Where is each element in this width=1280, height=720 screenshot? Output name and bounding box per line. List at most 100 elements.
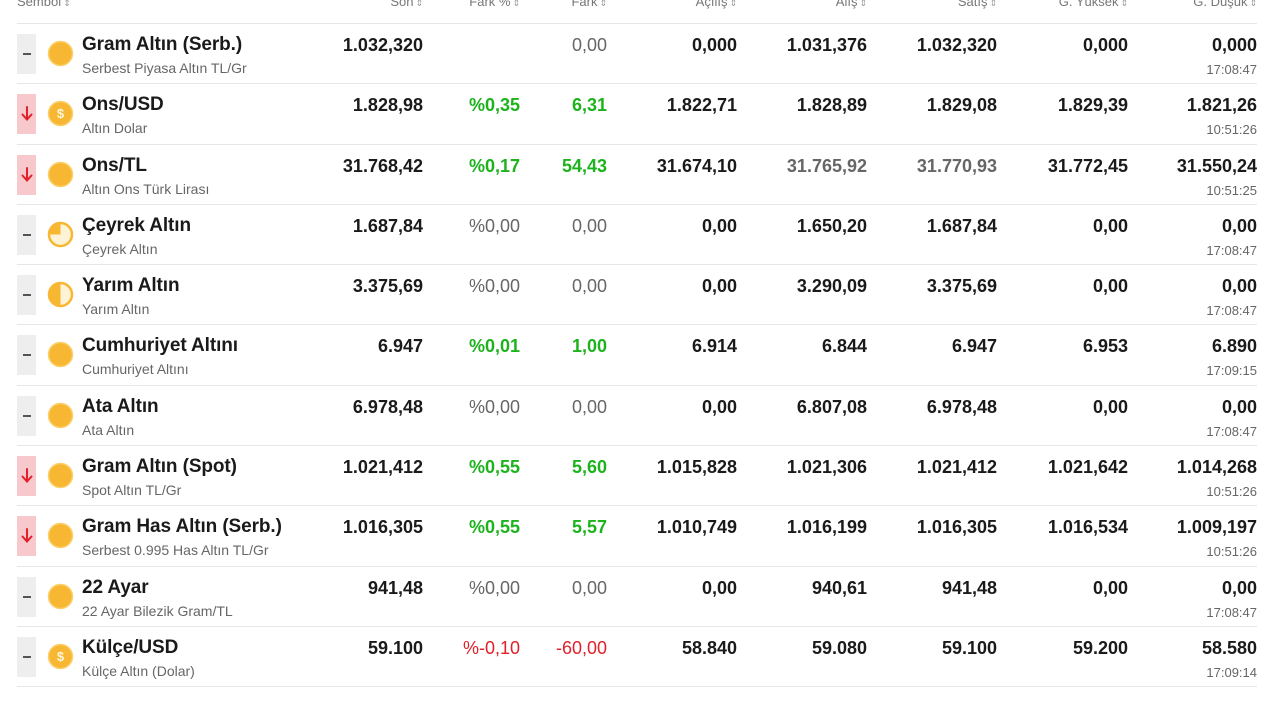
gold-coin-icon [47,281,74,308]
update-time: 17:08:47 [1206,242,1257,258]
ask-price: 59.100 [941,637,997,658]
symbol-name[interactable]: Ons/TL [82,154,147,176]
header-high[interactable]: G. Yüksek ⇕ [1059,0,1128,9]
table-row[interactable]: Gram Altın (Spot) Spot Altın TL/Gr 1.021,4… [17,446,1257,507]
header-change[interactable]: Fark ⇕ [571,0,607,9]
header-change-pct[interactable]: Fark % ⇕ [469,0,520,9]
sort-icon: ⇕ [989,0,997,8]
table-row[interactable]: Gram Has Altın (Serb.) Serbest 0.995 Has … [17,506,1257,567]
day-high: 59.200 [1072,637,1128,658]
day-low: 0,000 [1211,35,1257,55]
symbol-name[interactable]: Gram Altın (Serb.) [82,34,243,55]
trend-down-icon [17,154,36,195]
ask-price: 941,48 [941,577,997,598]
ask-price: 1.032,320 [916,35,997,55]
header-symbol[interactable]: Sembol ⇕ [17,0,71,9]
symbol-name[interactable]: Yarım Altın [82,275,180,297]
gold-coin-icon [47,583,74,610]
trend-flat-icon [17,395,36,436]
sort-icon: ⇕ [1120,0,1128,8]
table-row[interactable]: Ata Altın Ata Altın 6.978,48 %0,00 0,00 0,00 6… [17,386,1257,447]
symbol-description: Spot Altın TL/Gr [82,482,182,499]
table-row[interactable]: $ Külçe/USD Külçe Altın (Dolar) 59.100 %-0,1… [17,627,1257,688]
symbol-name[interactable]: Ata Altın [82,395,159,417]
table-row[interactable]: Çeyrek Altın Çeyrek Altın 1.687,84 %0,00 0,0… [17,205,1257,266]
symbol-name[interactable]: Gram Has Altın (Serb.) [82,516,282,538]
gold-coin-icon [47,522,74,549]
day-low: 0,00 [1221,577,1257,598]
change-value: 5,60 [571,457,607,478]
header-low[interactable]: G. Düşük ⇕ [1193,0,1257,9]
day-low: 6.890 [1211,336,1257,357]
table-row[interactable]: $ Ons/USD Altın Dolar 1.828,98 %0,35 6,31 1.82… [17,84,1257,145]
header-last[interactable]: Son ⇕ [390,0,423,9]
day-low: 58.580 [1201,637,1257,658]
table-row[interactable]: 22 Ayar 22 Ayar Bilezik Gram/TL 941,48 %0,0… [17,567,1257,627]
symbol-name[interactable]: 22 Ayar [82,576,149,598]
day-low: 0,00 [1221,215,1257,236]
header-change-pct-label: Fark % [469,0,511,9]
open-price: 0,00 [701,215,737,236]
day-low: 1.009,197 [1176,517,1257,538]
sort-icon: ⇕ [512,0,520,8]
open-price: 0,00 [701,396,737,417]
table-row[interactable]: Ons/TL Altın Ons Türk Lirası 31.768,42 %0,1… [17,145,1257,205]
table-row[interactable]: Gram Altın (Serb.) Serbest Piyasa Altın T… [17,24,1257,85]
update-time: 17:09:15 [1206,363,1257,379]
change-value: 0,00 [571,215,607,236]
header-ask[interactable]: Satış ⇕ [958,0,997,9]
symbol-description: Külçe Altın (Dolar) [82,662,195,679]
day-high: 0,00 [1092,215,1128,236]
day-high: 6.953 [1082,336,1128,357]
ask-price: 1.687,84 [926,215,997,236]
table-body: Gram Altın (Serb.) Serbest Piyasa Altın T… [17,24,1257,688]
sort-icon: ⇕ [1249,0,1257,8]
svg-text:$: $ [57,649,65,664]
day-low: 0,00 [1221,396,1257,417]
bid-price: 31.765,92 [786,155,867,176]
last-price: 941,48 [367,577,423,598]
update-time: 17:08:47 [1206,604,1257,620]
header-bid[interactable]: Alış ⇕ [836,0,867,9]
symbol-name[interactable]: Cumhuriyet Altını [82,335,238,357]
trend-down-icon [17,456,36,497]
ask-price: 31.770,93 [916,155,997,176]
change-value: 1,00 [571,336,607,357]
symbol-description: Serbest 0.995 Has Altın TL/Gr [82,542,269,559]
symbol-name[interactable]: Külçe/USD [82,636,179,658]
open-price: 58.840 [681,637,737,658]
symbol-name[interactable]: Gram Altın (Spot) [82,456,237,478]
header-open[interactable]: Açılış ⇕ [696,0,737,9]
symbol-name[interactable]: Ons/USD [82,94,164,116]
header-change-label: Fark [571,0,598,9]
symbol-description: Yarım Altın [82,301,150,318]
change-percent: %0,00 [468,577,520,598]
symbol-description: Cumhuriyet Altını [82,361,189,378]
table-header: Sembol ⇕ Son ⇕ Fark % ⇕ Fark ⇕ Açılış ⇕ Alış ⇕… [17,0,1257,24]
header-high-label: G. Yüksek [1058,0,1119,9]
trend-flat-icon [17,636,36,677]
update-time: 10:51:26 [1206,544,1257,560]
symbol-description: 22 Ayar Bilezik Gram/TL [82,602,233,619]
symbol-name[interactable]: Çeyrek Altın [82,214,191,236]
bid-price: 1.031,376 [786,35,867,55]
header-symbol-label: Sembol [17,0,62,9]
table-row[interactable]: Yarım Altın Yarım Altın 3.375,69 %0,00 0,00 0… [17,265,1257,326]
last-price: 1.016,305 [342,517,423,538]
update-time: 17:08:47 [1206,423,1257,439]
open-price: 31.674,10 [656,155,737,176]
day-high: 31.772,45 [1047,155,1128,176]
trend-flat-icon [17,335,36,376]
bid-price: 1.021,306 [786,457,867,478]
change-percent: %-0,10 [462,637,520,658]
symbol-description: Altın Dolar [82,120,148,137]
gold-coin-icon [47,341,74,368]
open-price: 6.914 [691,336,737,357]
ask-price: 1.021,412 [916,457,997,478]
symbol-description: Altın Ons Türk Lirası [82,180,210,197]
last-price: 6.978,48 [352,396,423,417]
update-time: 17:08:47 [1206,62,1257,77]
last-price: 1.032,320 [342,35,423,55]
table-row[interactable]: Cumhuriyet Altını Cumhuriyet Altını 6.947%… [17,325,1257,386]
gold-coin-icon [47,161,74,188]
